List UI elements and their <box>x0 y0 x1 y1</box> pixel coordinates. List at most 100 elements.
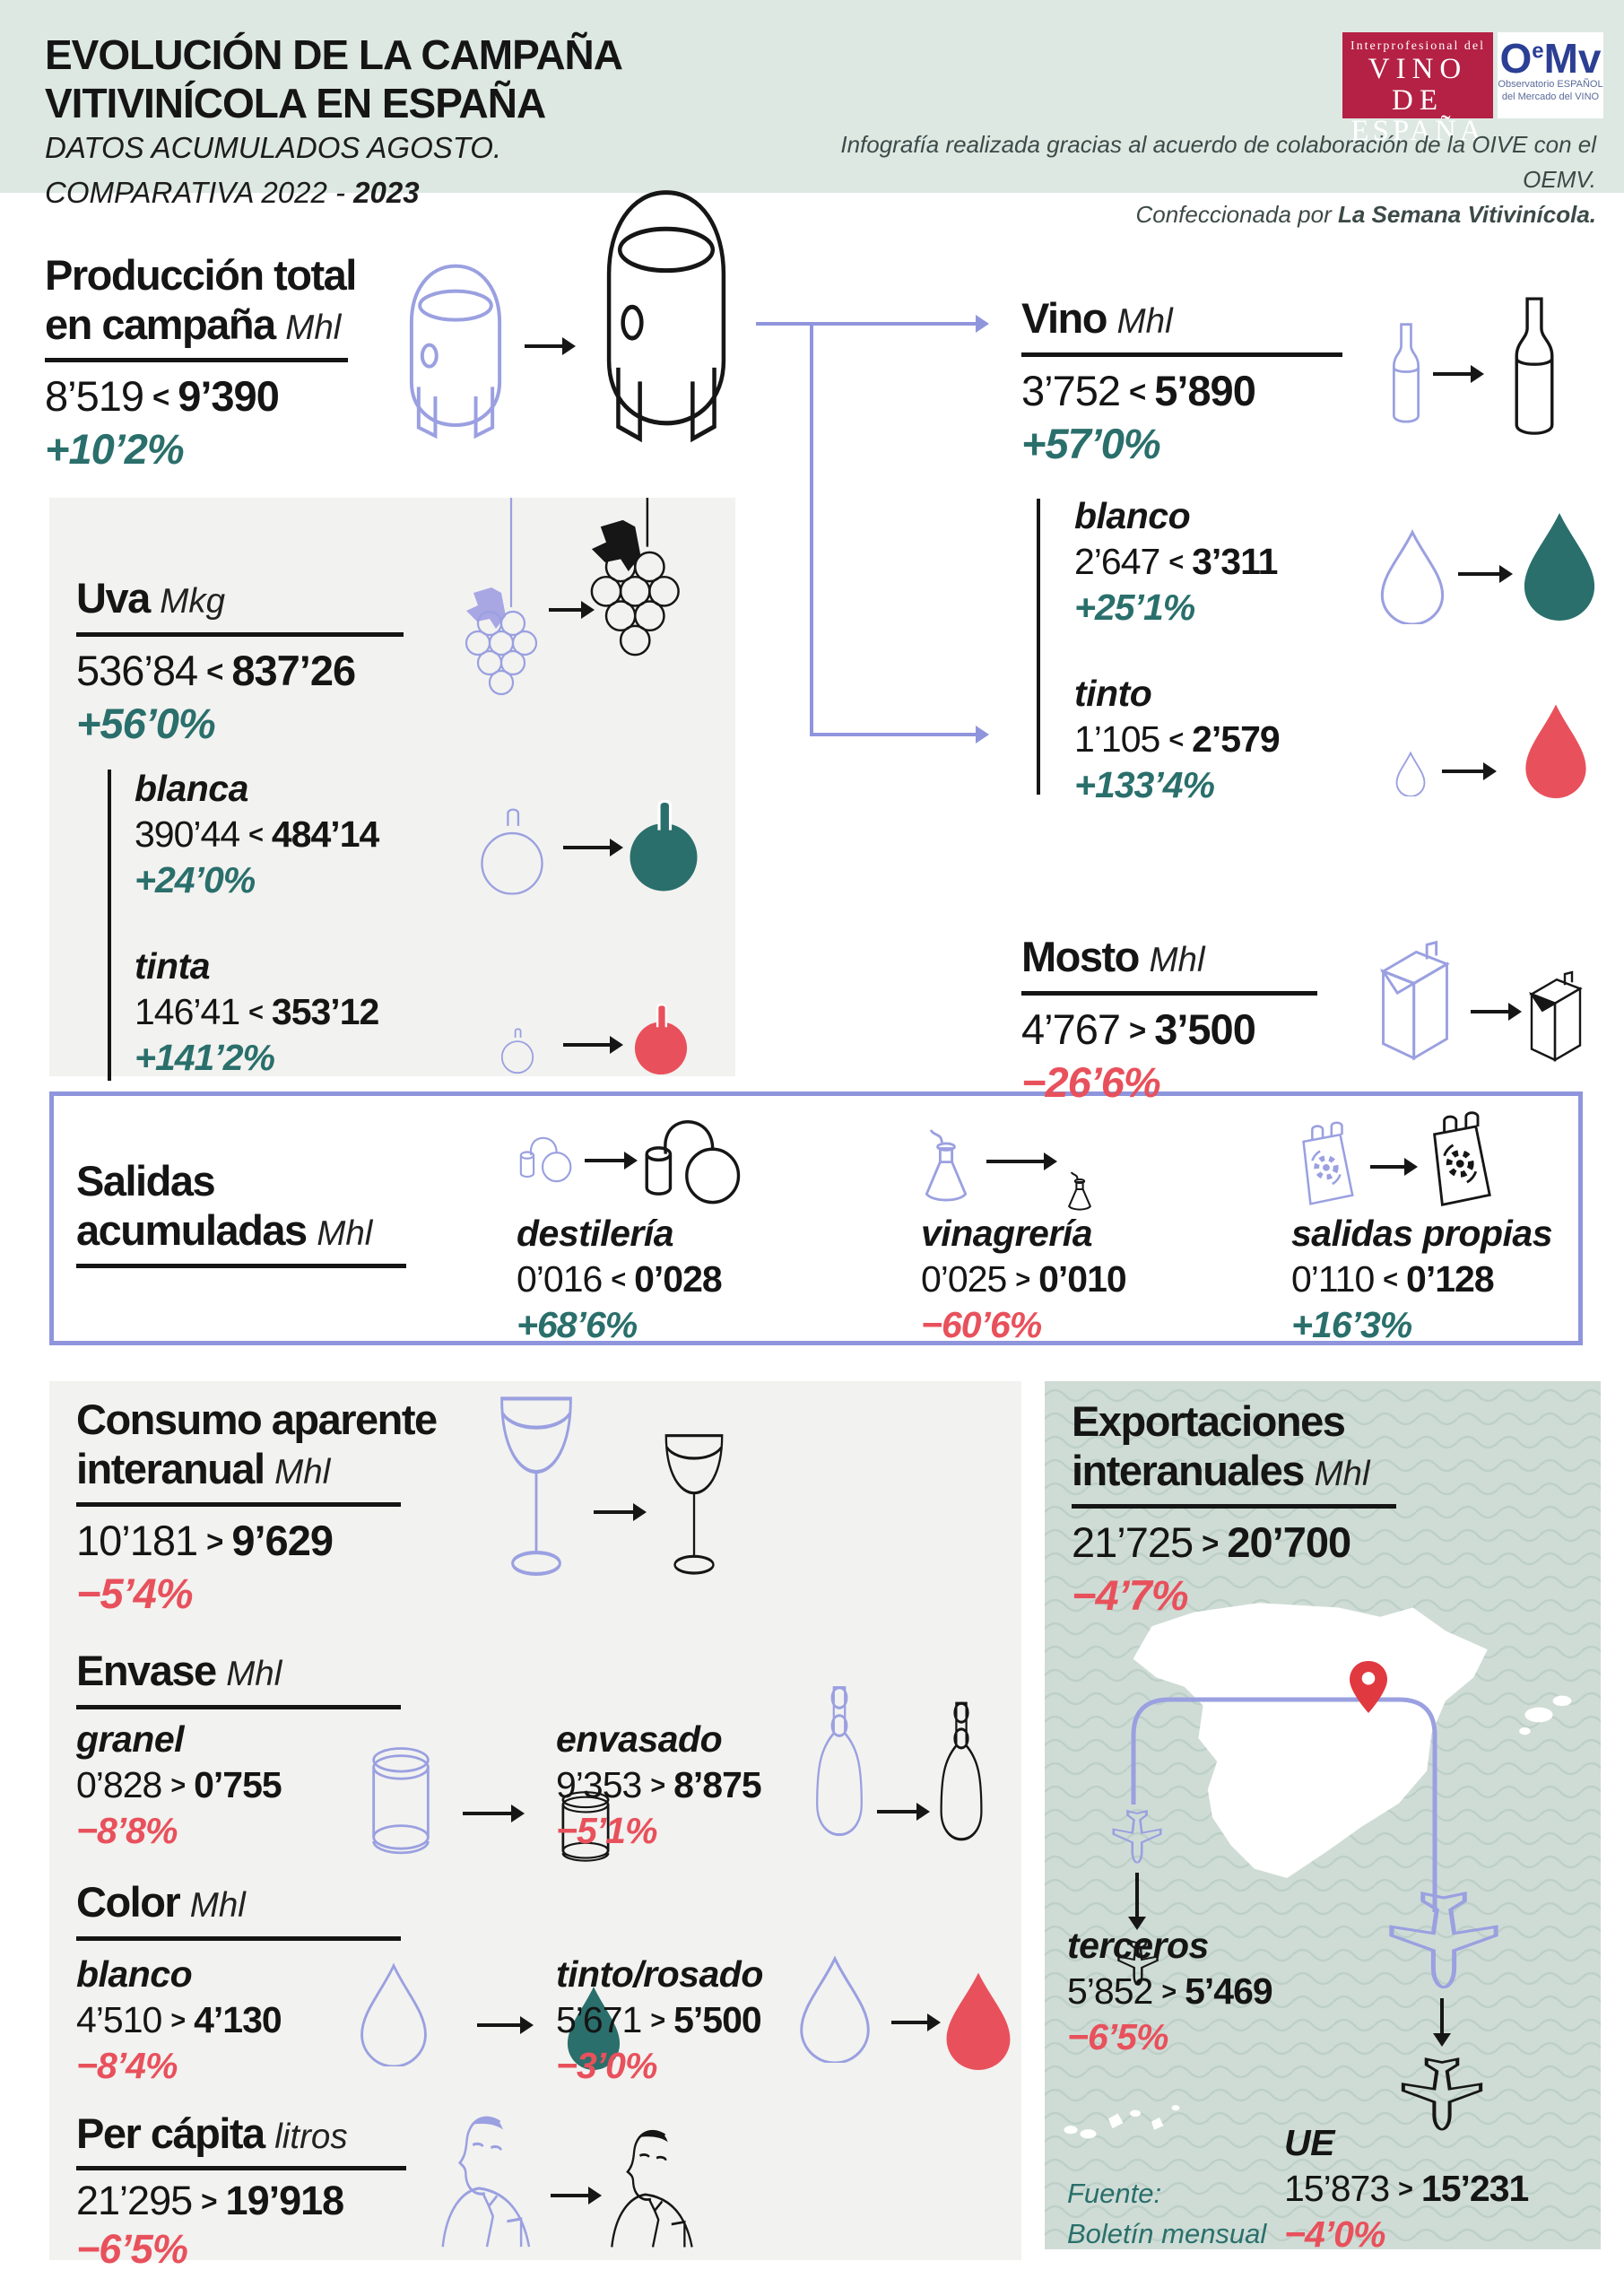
uva-tinta-block: tinta 146’41 <353’12 +141’2% <box>135 945 379 1079</box>
produccion-section: Producción total en campaña Mhl 8’519 <9’… <box>45 251 357 474</box>
source-note: Fuente: Boletín mensual <box>1067 2178 1267 2249</box>
uva-blanca-label: blanca <box>135 768 248 809</box>
arrow-icon <box>877 1803 930 1821</box>
vinegar-cruet-2022-icon <box>925 1129 968 1202</box>
vino-tinto-block: tinto 1’105 <2’579 +133’4% <box>1074 673 1281 806</box>
credits: Infografía realizada gracias al acuerdo … <box>840 131 1596 228</box>
color-blanco-block: blanco 4’510 >4’130 −8’4% <box>76 1953 282 2087</box>
wine-glass-2023-icon <box>664 1434 724 1575</box>
color-blanco-values: 4’510 >4’130 <box>76 1999 282 2040</box>
envase-title: Envase Mhl <box>76 1647 282 1694</box>
title-underline <box>76 1502 401 1508</box>
arrow-icon <box>563 839 623 857</box>
exportaciones-title: Exportaciones interanuales Mhl <box>1072 1397 1370 1494</box>
color-section: Color Mhl <box>76 1878 401 1950</box>
bottle-2022-icon <box>1393 323 1420 423</box>
person-2022-icon <box>441 2116 531 2248</box>
vinagreria-block: vinagrería 0’025 >0’010 −60’6% <box>921 1213 1127 1346</box>
arrow-down-icon <box>1433 1998 1451 2047</box>
plane-2023-icon <box>1401 2057 1483 2131</box>
plane-2022-icon <box>1389 1892 1498 1989</box>
destileria-block: destilería 0’016 <0’028 +68’6% <box>517 1213 723 1346</box>
page-title-line1: EVOLUCIÓN DE LA CAMPAÑA <box>45 31 623 78</box>
droplet-outline-icon <box>1380 529 1445 624</box>
flow-connector-mosto <box>810 726 989 744</box>
juice-carton-2022-icon <box>1379 940 1450 1061</box>
mosto-section: Mosto Mhl 4’767 >3’500 −26’6% <box>1021 933 1317 1107</box>
uva-tinta-values: 146’41 <353’12 <box>135 991 379 1032</box>
envase-section: Envase Mhl <box>76 1647 401 1718</box>
arrow-icon <box>463 1805 525 1822</box>
vino-pct: +57’0% <box>1021 419 1161 467</box>
salidas-section: Salidas acumuladas Mhl <box>76 1157 406 1277</box>
consumo-pct: −5’4% <box>76 1570 194 1618</box>
spain-map <box>1133 1603 1572 1878</box>
produccion-pct: +10’2% <box>45 425 185 474</box>
per-capita-values: 21’295 >19’918 <box>76 2177 344 2223</box>
uva-subsection-bar <box>108 770 111 1081</box>
title-underline <box>1021 990 1317 996</box>
envasado-block: envasado 9’353 >8’875 −5’1% <box>556 1718 762 1852</box>
droplet-red-icon <box>946 1972 1011 2070</box>
vinagreria-pct: −60’6% <box>921 1304 1042 1345</box>
arrow-down-icon <box>1128 1873 1146 1930</box>
export-route-line <box>1131 1697 1437 1912</box>
destileria-pct: +68’6% <box>517 1304 638 1345</box>
grape-cluster-2023-icon <box>590 498 680 657</box>
droplet-teal-icon <box>1524 513 1595 621</box>
vino-tinto-values: 1’105 <2’579 <box>1074 718 1281 760</box>
terceros-pct: −6’5% <box>1067 2016 1168 2057</box>
droplet-red-icon <box>1525 704 1586 798</box>
envasado-label: envasado <box>556 1718 723 1760</box>
wine-tank-2022-icon <box>409 264 502 439</box>
grape-outline-icon <box>481 808 543 895</box>
produccion-values: 8’519 <9’390 <box>45 372 280 421</box>
wine-tank-2023-icon <box>606 190 726 443</box>
exportaciones-section: Exportaciones interanuales Mhl 21’725 >20… <box>1072 1397 1396 1620</box>
plane-2023-icon <box>1117 1939 1159 1986</box>
title-underline <box>76 1264 406 1269</box>
uva-tinta-label: tinta <box>135 945 211 987</box>
envasado-pct: −5’1% <box>556 1810 657 1851</box>
terceros-label: terceros <box>1067 1925 1209 1966</box>
droplet-outline-icon <box>1395 752 1426 796</box>
granel-label: granel <box>76 1718 185 1760</box>
mosto-title: Mosto Mhl <box>1021 933 1205 980</box>
title-underline <box>76 631 404 637</box>
location-pin-icon <box>1350 1661 1387 1713</box>
destileria-values: 0’016 <0’028 <box>517 1258 723 1300</box>
granel-pct: −8’8% <box>76 1810 178 1851</box>
ue-values: 15’873 >15’231 <box>1284 2168 1529 2209</box>
color-tinto-label: tinto/rosado <box>556 1953 763 1995</box>
arrow-icon <box>1458 565 1513 583</box>
bulk-cask-2022-icon <box>372 1747 430 1855</box>
uva-section: Uva Mkg 536’84 <837’26 +56’0% <box>76 574 404 748</box>
grape-red-icon <box>634 1003 688 1075</box>
vino-de-espana-logo: Interprofesional del VINO DE ESPAÑA <box>1342 32 1493 146</box>
carafe-2022-icon <box>816 1686 863 1837</box>
canary-islands <box>1064 2105 1180 2139</box>
destileria-label: destilería <box>517 1213 674 1254</box>
uva-tinta-pct: +141’2% <box>135 1037 275 1078</box>
arrow-icon <box>563 1036 623 1054</box>
vino-section: Vino Mhl 3’752 <5’890 +57’0% <box>1021 294 1342 468</box>
vino-blanco-block: blanco 2’647 <3’311 +25’1% <box>1074 495 1278 629</box>
color-blanco-label: blanco <box>76 1953 193 1995</box>
vinagreria-label: vinagrería <box>921 1213 1092 1254</box>
exportaciones-pct: −4’7% <box>1072 1571 1189 1620</box>
vino-tinto-label: tinto <box>1074 673 1152 714</box>
person-2023-icon <box>611 2129 693 2248</box>
juice-carton-2023-icon <box>1528 970 1583 1062</box>
bag-gear-2023-icon <box>1433 1111 1491 1206</box>
flow-connector-vino <box>756 315 989 333</box>
mosto-values: 4’767 >3’500 <box>1021 1004 1256 1053</box>
terceros-values: 5’852 >5’469 <box>1067 1970 1273 2012</box>
bottle-2023-icon <box>1515 297 1554 435</box>
arrow-icon <box>1370 1158 1418 1176</box>
bag-gear-2022-icon <box>1302 1121 1354 1205</box>
uva-blanca-values: 390’44 <484’14 <box>135 813 379 855</box>
arrow-icon <box>549 601 595 619</box>
arrow-icon <box>585 1152 638 1170</box>
arrow-icon <box>525 337 576 355</box>
